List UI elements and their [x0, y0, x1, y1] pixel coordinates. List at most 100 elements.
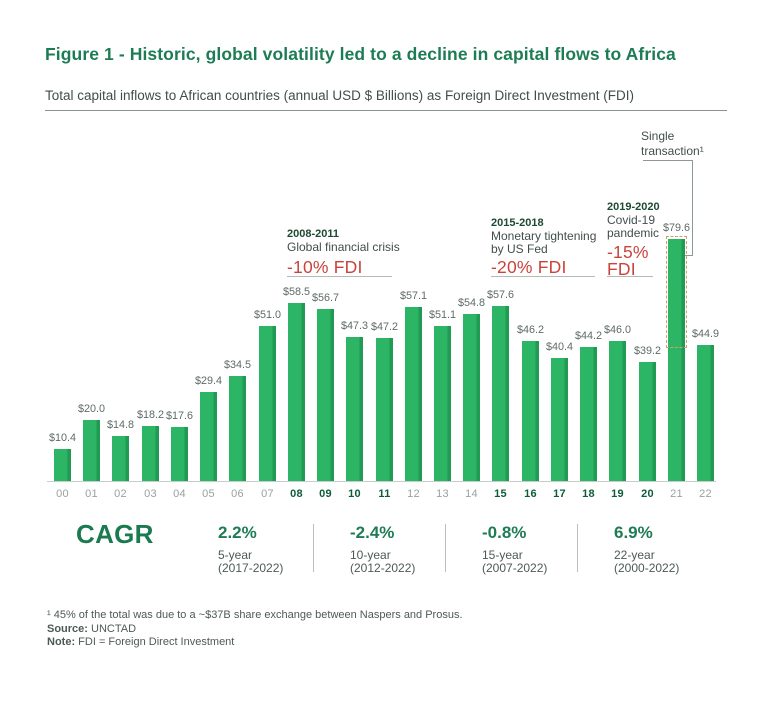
x-label-15: 15 — [494, 488, 507, 500]
callout-connector-horizontal — [643, 160, 692, 161]
x-label-03: 03 — [144, 488, 157, 500]
bar-04 — [171, 427, 188, 481]
bar-value-label-18: $44.2 — [574, 330, 603, 342]
plot-area: $10.4 $20.0 $14.8 $18.2 $17.6 $29.4 $34.5 $51.0… — [49, 222, 719, 481]
bar-09 — [317, 309, 334, 481]
bar-01 — [83, 420, 100, 481]
bar-10 — [346, 337, 363, 481]
x-label-14: 14 — [465, 488, 478, 500]
cagr-range: (2017-2022) — [218, 561, 284, 575]
x-label-06: 06 — [231, 488, 244, 500]
annotation-underline — [287, 276, 392, 277]
cagr-period: 10-year — [350, 548, 391, 562]
figure-title: Figure 1 - Historic, global volatility l… — [45, 44, 676, 64]
bar-value-label-14: $54.8 — [457, 297, 486, 309]
bar-value-label-02: $14.8 — [106, 419, 135, 431]
annotation-impact: -20% FDI — [491, 256, 567, 277]
bar-15 — [492, 306, 509, 481]
cagr-period: 5-year — [218, 548, 253, 562]
x-label-09: 09 — [319, 488, 332, 500]
note-line: Note: FDI = Foreign Direct Investment — [47, 636, 235, 648]
bar-19 — [609, 341, 626, 481]
bar-value-label-00: $10.4 — [48, 432, 77, 444]
cagr-divider — [577, 524, 578, 572]
bar-value-label-06: $34.5 — [223, 359, 252, 371]
x-label-13: 13 — [436, 488, 449, 500]
x-label-05: 05 — [202, 488, 215, 500]
bar-18 — [580, 347, 597, 481]
annotation-event: Covid-19 pandemic — [607, 213, 660, 240]
single-transaction-label: Single transaction¹ — [641, 129, 704, 158]
cagr-entry-5-year: 2.2% 5-year (2017-2022) — [218, 523, 283, 575]
bar-17 — [551, 358, 568, 481]
annotation-period: 2019-2020 — [607, 201, 660, 213]
x-axis-line — [47, 481, 716, 482]
footnote-1: ¹ 45% of the total was due to a ~$37B sh… — [47, 609, 463, 621]
x-label-20: 20 — [641, 488, 654, 500]
x-label-00: 00 — [56, 488, 69, 500]
annotation-monetary-tightening: 2015-2018 Monetary tightening by US Fed … — [491, 217, 596, 276]
bar-value-label-11: $47.2 — [370, 321, 399, 333]
bar-05 — [200, 392, 217, 481]
bar-00 — [54, 449, 71, 481]
bar-value-label-17: $40.4 — [545, 341, 574, 353]
bar-02 — [112, 436, 129, 481]
x-label-08: 08 — [290, 488, 303, 500]
x-label-02: 02 — [114, 488, 127, 500]
cagr-entry-22-year: 6.9% 22-year (2000-2022) — [614, 523, 679, 575]
single-transaction-dashed-box — [666, 236, 687, 348]
bar-20 — [639, 362, 656, 481]
annotation-underline — [491, 276, 595, 277]
bar-value-label-16: $46.2 — [516, 324, 545, 336]
callout-connector-tick — [685, 255, 693, 256]
cagr-value: -2.4% — [350, 523, 395, 542]
annotation-impact: -10% FDI — [287, 256, 363, 277]
x-label-11: 11 — [378, 488, 391, 500]
x-label-04: 04 — [173, 488, 186, 500]
x-label-10: 10 — [348, 488, 361, 500]
cagr-range: (2000-2022) — [614, 561, 680, 575]
cagr-divider — [313, 524, 314, 572]
bar-12 — [405, 307, 422, 481]
bar-value-label-08: $58.5 — [282, 286, 311, 298]
bar-value-label-20: $39.2 — [633, 345, 662, 357]
x-label-01: 01 — [85, 488, 98, 500]
bar-16 — [522, 341, 539, 481]
source-line: Source: UNCTAD — [47, 622, 137, 635]
annotation-event: Monetary tightening by US Fed — [491, 229, 597, 256]
bar-13 — [434, 326, 451, 481]
bar-22 — [697, 345, 714, 481]
bar-value-label-04: $17.6 — [165, 410, 194, 422]
cagr-divider — [445, 524, 446, 572]
bar-07 — [259, 326, 276, 481]
x-label-18: 18 — [582, 488, 595, 500]
annotation-underline — [607, 276, 653, 277]
bar-11 — [376, 338, 393, 481]
bar-value-label-05: $29.4 — [194, 375, 223, 387]
callout-connector-vertical — [692, 160, 693, 255]
x-label-12: 12 — [407, 488, 420, 500]
cagr-value: -0.8% — [482, 523, 527, 542]
cagr-period: 15-year — [482, 548, 523, 562]
annotation-period: 2008-2011 — [287, 228, 339, 240]
annotation-global-financial-crisis: 2008-2011 Global financial crisis -10% F… — [287, 228, 400, 276]
figure-subtitle: Total capital inflows to African countri… — [45, 88, 634, 103]
annotation-event: Global financial crisis — [287, 240, 400, 254]
bar-value-label-13: $51.1 — [428, 309, 457, 321]
annotation-impact: -15% FDI — [607, 241, 649, 280]
bar-08 — [288, 303, 305, 481]
cagr-entry-10-year: -2.4% 10-year (2012-2022) — [350, 523, 415, 575]
bar-value-label-01: $20.0 — [77, 403, 106, 415]
x-axis-labels: 00 01 02 03 04 05 06 07 08 09 10 11 12 13 14 15 16 17 18 19… — [0, 488, 768, 502]
bar-value-label-22: $44.9 — [691, 328, 720, 340]
bar-value-label-07: $51.0 — [253, 309, 282, 321]
subtitle-divider — [45, 110, 727, 111]
bar-14 — [463, 314, 480, 481]
cagr-range: (2007-2022) — [482, 561, 548, 575]
x-label-07: 07 — [261, 488, 274, 500]
bar-21 — [668, 239, 685, 481]
annotation-covid-pandemic: 2019-2020 Covid-19 pandemic -15% FDI — [607, 201, 660, 279]
x-label-19: 19 — [611, 488, 624, 500]
x-label-21: 21 — [670, 488, 683, 500]
cagr-range: (2012-2022) — [350, 561, 416, 575]
